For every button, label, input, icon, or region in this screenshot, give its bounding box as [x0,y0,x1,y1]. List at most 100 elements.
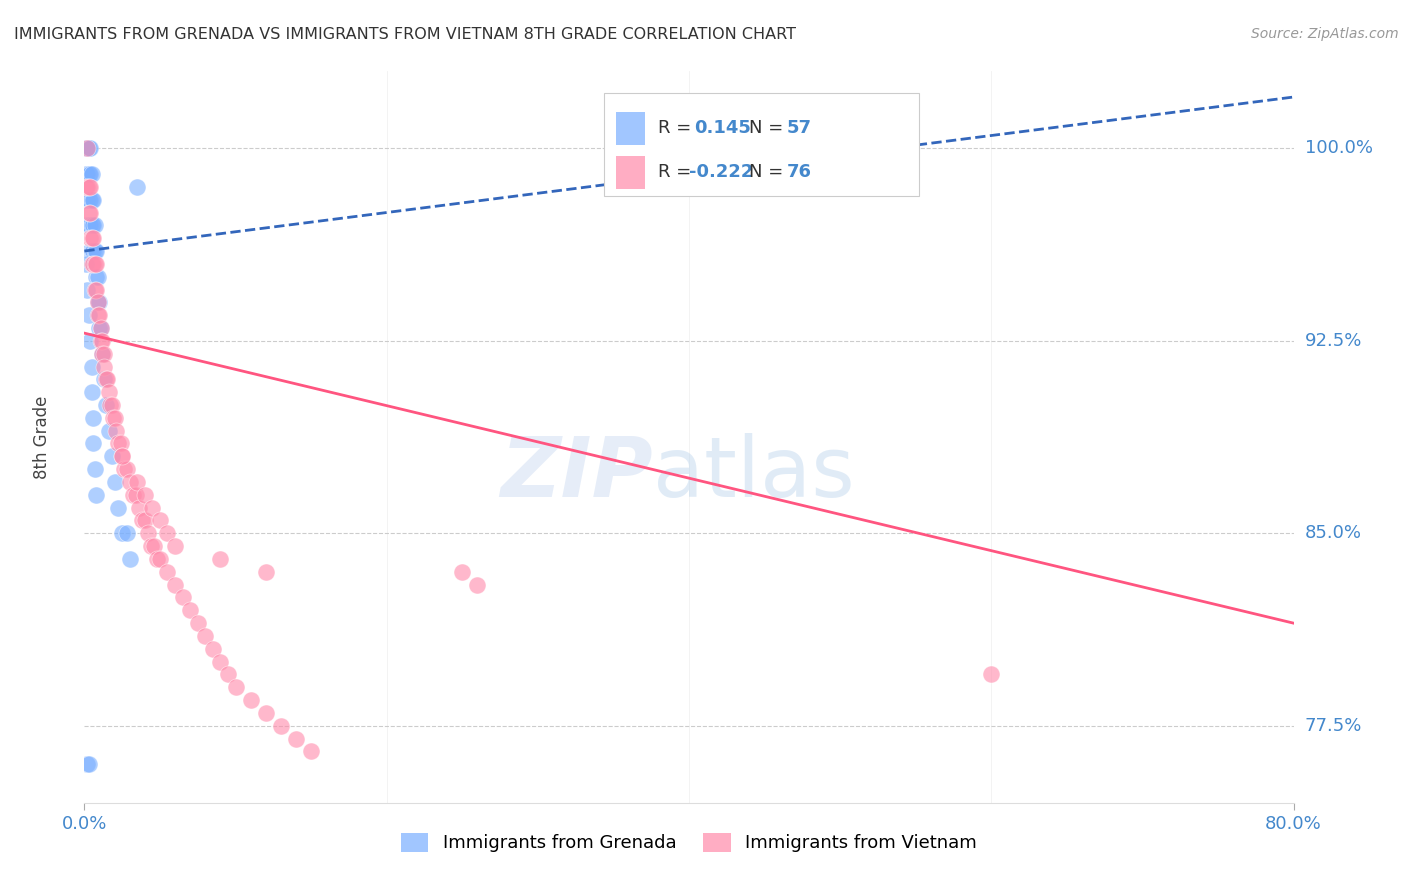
Point [79,219,101,233]
Point [239,693,262,707]
Point [82,193,104,207]
Point [209,655,232,669]
Point [254,565,277,579]
Point [86,244,108,258]
Point [107,436,129,450]
Point [75,141,97,155]
Point [82,219,104,233]
Point [179,603,201,617]
Point [156,565,179,579]
Point [172,591,194,605]
Point [79,141,101,155]
Point [111,526,134,541]
Point [77,757,100,772]
Point [100,398,122,412]
Point [80,244,103,258]
Point [111,450,134,464]
Point [87,295,110,310]
Point [217,667,239,681]
Point [285,731,308,746]
Point [84,283,107,297]
Text: Source: ZipAtlas.com: Source: ZipAtlas.com [1251,27,1399,41]
Point [101,410,124,425]
Point [112,462,135,476]
Point [77,167,100,181]
Point [91,334,114,348]
Point [77,141,100,155]
Text: 76: 76 [787,163,811,181]
Point [118,552,141,566]
Point [75,141,97,155]
Point [254,706,277,720]
Text: 77.5%: 77.5% [1305,717,1362,735]
Text: 8th Grade: 8th Grade [32,395,51,479]
Point [270,719,292,733]
Point [115,462,138,476]
Point [79,334,101,348]
Point [165,539,187,553]
Point [77,179,100,194]
Text: atlas: atlas [652,434,855,514]
Point [86,257,108,271]
Point [142,539,165,553]
Point [86,269,108,284]
Point [76,193,98,207]
Point [79,193,101,207]
Point [79,231,101,245]
Point [76,141,98,155]
Point [80,257,103,271]
Point [76,219,98,233]
Point [80,231,103,245]
Point [156,526,179,541]
Point [76,167,98,181]
Point [134,514,156,528]
Point [91,346,114,360]
Point [149,514,172,528]
Point [94,372,117,386]
Point [79,205,101,219]
Point [107,500,129,515]
Point [84,219,107,233]
Point [82,244,104,258]
Point [86,488,108,502]
Text: R =: R = [658,120,696,137]
Point [141,500,163,515]
Point [80,193,103,207]
Text: -0.222: -0.222 [689,163,754,181]
Text: 92.5%: 92.5% [1305,332,1362,350]
Point [75,141,97,155]
Point [90,321,112,335]
Point [146,552,169,566]
Point [84,462,107,476]
Point [76,283,98,297]
Point [111,450,134,464]
Point [89,295,111,310]
Point [110,436,132,450]
Text: 57: 57 [787,120,811,137]
Point [100,450,122,464]
Point [75,167,97,181]
Point [82,410,104,425]
Point [90,334,112,348]
Point [80,167,103,181]
Point [77,193,100,207]
Point [149,552,172,566]
Point [187,616,209,631]
Point [194,629,217,643]
Point [201,641,224,656]
Point [128,500,150,515]
Point [93,372,115,386]
Point [121,488,143,502]
Point [82,257,104,271]
Point [980,667,1002,681]
Point [82,436,104,450]
Point [84,244,107,258]
Point [75,257,97,271]
Point [127,475,149,489]
Point [80,385,103,400]
Point [79,167,101,181]
Point [299,744,322,758]
Legend: Immigrants from Grenada, Immigrants from Vietnam: Immigrants from Grenada, Immigrants from… [394,826,984,860]
Point [87,308,110,322]
Point [467,577,489,591]
